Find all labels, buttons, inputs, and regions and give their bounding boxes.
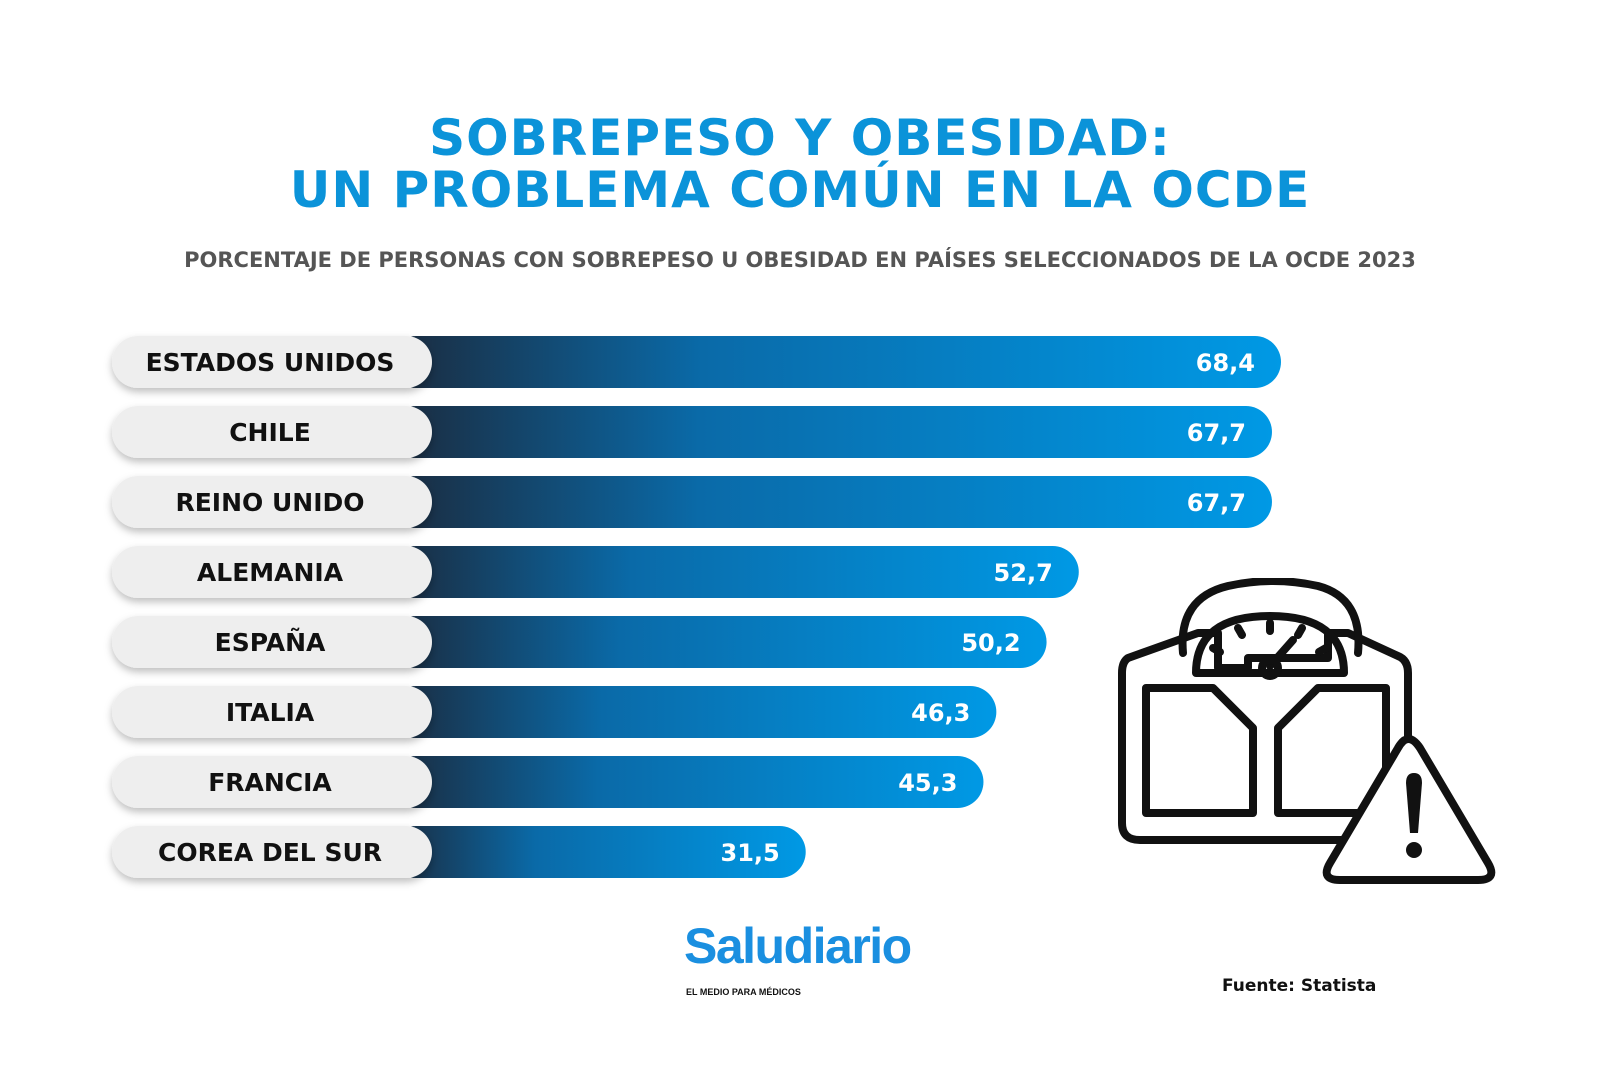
category-label: ESPAÑA: [215, 628, 326, 657]
bars-layer: ESTADOS UNIDOS 68,4 CHILE 67,7 REINO UNIDO 67…: [112, 336, 1281, 878]
bar-row: ITALIA 46,3: [112, 686, 997, 738]
bar-row: ESTADOS UNIDOS 68,4: [112, 336, 1281, 388]
category-label: REINO UNIDO: [175, 488, 364, 517]
category-label: ALEMANIA: [197, 558, 344, 587]
value-label: 67,7: [1187, 419, 1246, 447]
bar-row: REINO UNIDO 67,7: [112, 476, 1272, 528]
bar-row: ESPAÑA 50,2: [112, 616, 1047, 668]
bathroom-scale-warning-icon: [1118, 578, 1496, 884]
chart-title: SOBREPESO Y OBESIDAD: UN PROBLEMA COMÚN …: [0, 112, 1600, 216]
country-pill: [112, 546, 432, 598]
category-label: COREA DEL SUR: [158, 838, 382, 867]
country-pill: [112, 336, 432, 388]
chart-title-line-1: SOBREPESO Y OBESIDAD:: [429, 109, 1171, 167]
value-label: 67,7: [1187, 489, 1246, 517]
country-pill: [112, 406, 432, 458]
bar: [390, 616, 1047, 668]
bar: [390, 406, 1272, 458]
bar: [390, 476, 1272, 528]
bar-row: FRANCIA 45,3: [112, 756, 984, 808]
value-label: 31,5: [721, 839, 780, 867]
country-pill: [112, 686, 432, 738]
country-pill: [112, 756, 432, 808]
bar: [390, 756, 984, 808]
category-label: ITALIA: [226, 698, 315, 727]
bar-row: ALEMANIA 52,7: [112, 546, 1079, 598]
value-label: 46,3: [911, 699, 970, 727]
value-label: 68,4: [1196, 349, 1255, 377]
value-label: 45,3: [898, 769, 957, 797]
logo-tagline: EL MEDIO PARA MÉDICOS: [686, 987, 801, 997]
value-label: 52,7: [994, 559, 1053, 587]
bar: [390, 336, 1281, 388]
category-label: ESTADOS UNIDOS: [146, 348, 395, 377]
source-note: Fuente: Statista: [1222, 976, 1377, 996]
bar: [390, 546, 1079, 598]
category-label: CHILE: [229, 418, 311, 447]
saludiario-logo: Saludiario: [684, 918, 912, 974]
bar-row: CHILE 67,7: [112, 406, 1272, 458]
bar-row: COREA DEL SUR 31,5: [112, 826, 806, 878]
bar: [390, 686, 997, 738]
chart-subtitle: PORCENTAJE DE PERSONAS CON SOBREPESO U O…: [184, 248, 1416, 272]
bar: [390, 826, 806, 878]
bar-chart: ESTADOS UNIDOS 68,4 CHILE 67,7 REINO UNIDO 67…: [112, 336, 1281, 878]
country-pill: [112, 616, 432, 668]
country-pill: [112, 826, 432, 878]
value-label: 50,2: [961, 629, 1020, 657]
category-label: FRANCIA: [208, 768, 332, 797]
chart-title-line-2: UN PROBLEMA COMÚN EN LA OCDE: [289, 161, 1311, 219]
country-pill: [112, 476, 432, 528]
